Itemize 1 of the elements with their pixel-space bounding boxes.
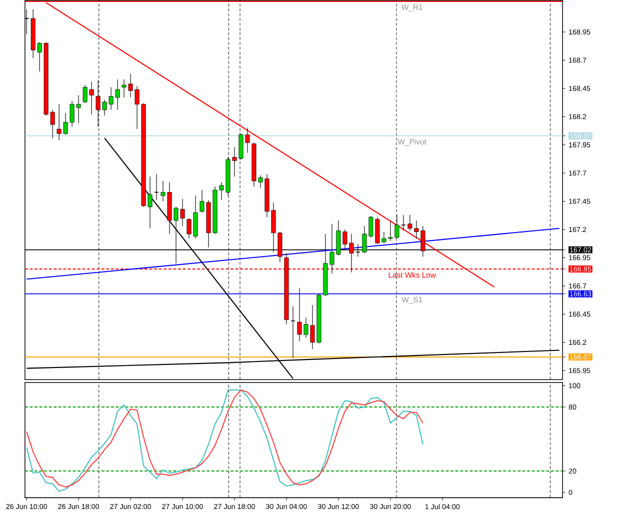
candlestick bbox=[400, 214, 406, 231]
